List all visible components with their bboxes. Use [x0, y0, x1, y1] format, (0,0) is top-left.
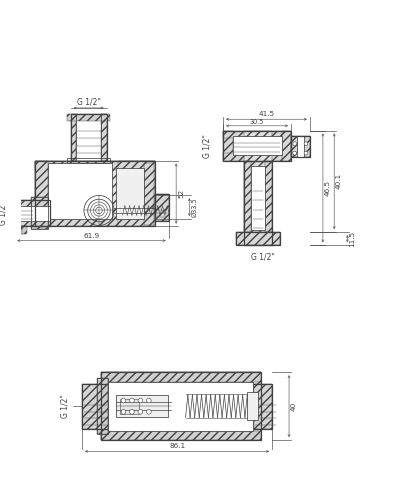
Circle shape [138, 410, 143, 414]
Text: G 1/2": G 1/2" [77, 97, 100, 106]
Bar [67, 114, 110, 121]
Bar [232, 136, 282, 155]
Bar [156, 194, 169, 221]
Bar [14, 200, 35, 226]
Bar [35, 160, 156, 226]
Circle shape [138, 398, 143, 403]
Bar [223, 153, 291, 160]
Bar [101, 372, 261, 382]
Circle shape [130, 398, 134, 403]
Circle shape [304, 151, 308, 155]
Bar [156, 194, 169, 221]
Bar [97, 378, 108, 434]
Text: G 1/2": G 1/2" [203, 134, 212, 158]
Circle shape [146, 410, 151, 414]
Bar [291, 136, 310, 157]
Text: 30.5: 30.5 [250, 119, 264, 125]
Bar [244, 160, 252, 232]
Bar [252, 166, 264, 230]
Circle shape [304, 142, 308, 146]
Text: G 1/2": G 1/2" [0, 202, 8, 225]
Text: 40.1: 40.1 [336, 174, 342, 190]
Circle shape [130, 410, 134, 414]
Bar [116, 395, 168, 417]
Bar [291, 136, 310, 157]
Bar [18, 226, 23, 234]
Circle shape [293, 151, 296, 155]
Bar [14, 226, 19, 234]
Bar [67, 158, 110, 164]
Bar [76, 114, 101, 160]
Bar [116, 168, 144, 219]
Bar [35, 160, 156, 170]
Bar [101, 430, 261, 440]
Text: 86.1: 86.1 [169, 444, 185, 450]
Bar [236, 232, 280, 245]
Bar [14, 206, 50, 221]
Bar [101, 114, 106, 160]
Circle shape [293, 142, 296, 146]
Bar [22, 226, 26, 234]
Bar [35, 217, 156, 226]
Bar [14, 200, 50, 226]
Bar [244, 160, 272, 246]
Bar [82, 384, 108, 428]
Bar [296, 136, 304, 157]
Bar [264, 160, 272, 232]
Bar [35, 160, 48, 226]
Bar [108, 382, 253, 430]
Bar [247, 392, 258, 420]
Bar [120, 398, 138, 413]
Bar [48, 162, 112, 219]
Bar [144, 162, 154, 224]
Text: Ø33.5: Ø33.5 [191, 198, 197, 217]
Bar [101, 372, 261, 440]
Bar [97, 378, 108, 434]
Text: 11.5: 11.5 [349, 230, 355, 247]
Text: 41.5: 41.5 [258, 112, 274, 117]
Bar [31, 198, 48, 230]
Bar [282, 130, 291, 160]
Bar [253, 384, 272, 428]
Text: 52: 52 [178, 189, 184, 198]
Bar [118, 160, 156, 226]
Bar [101, 372, 261, 440]
Bar [223, 130, 232, 160]
Bar [223, 130, 291, 160]
Circle shape [146, 398, 151, 403]
Bar [253, 384, 272, 428]
Text: G 1/2": G 1/2" [251, 252, 275, 261]
Circle shape [121, 410, 126, 414]
Bar [223, 130, 291, 138]
Text: 61.9: 61.9 [84, 232, 100, 238]
Bar [71, 114, 106, 160]
Bar [31, 198, 48, 230]
Bar [35, 160, 156, 226]
Text: 40: 40 [291, 402, 297, 411]
Text: 46.5: 46.5 [325, 180, 331, 196]
Text: G 1/2": G 1/2" [61, 394, 70, 418]
Bar [244, 130, 272, 246]
Bar [236, 232, 280, 245]
Bar [71, 114, 76, 160]
Circle shape [121, 398, 126, 403]
Bar [82, 384, 108, 428]
